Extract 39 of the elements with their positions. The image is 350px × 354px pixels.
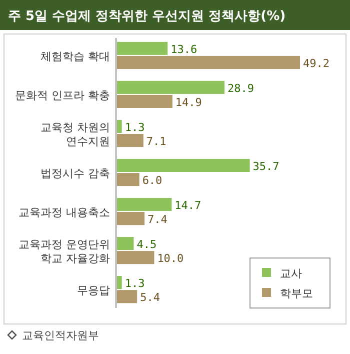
y-tick-label: 체험학습 확대 (40, 50, 110, 63)
legend-label: 교사 (280, 267, 302, 280)
bar (117, 290, 138, 304)
legend-label: 학부모 (280, 287, 313, 300)
bar (117, 198, 172, 212)
bar (117, 120, 122, 133)
data-label: 5.4 (140, 291, 160, 304)
data-label: 13.6 (170, 42, 198, 56)
data-label: 1.3 (124, 120, 145, 134)
data-label: 35.7 (252, 160, 280, 173)
y-tick-label: 교육청 차원의 연수지원 (40, 120, 110, 148)
y-tick-label: 문화적 인프라 확충 (15, 88, 110, 102)
data-label: 7.4 (148, 213, 168, 226)
bar (117, 158, 250, 172)
data-label: 14.9 (175, 96, 202, 109)
data-label: 49.2 (303, 56, 330, 70)
text: 교육인적자원부 (22, 329, 99, 342)
data-label: 7.1 (146, 135, 166, 148)
bar (117, 134, 144, 148)
y-tick-label: 교육과정 운영단위 학교 자율강화 (18, 238, 110, 266)
bar (117, 173, 140, 186)
data-label: 1.3 (124, 277, 145, 290)
bar (117, 212, 145, 226)
data-label: 14.7 (174, 198, 202, 212)
y-tick-label: 법정시수 감축 (40, 167, 110, 180)
bar (117, 236, 134, 250)
bar (117, 94, 172, 108)
data-label: 6.0 (142, 174, 162, 188)
bar (117, 80, 224, 94)
bar (117, 56, 300, 69)
bar (117, 276, 122, 290)
bar (117, 251, 154, 264)
y-tick-label: 교육과정 내용축소 (18, 206, 110, 220)
bar (117, 42, 168, 55)
data-label: 28.9 (227, 82, 254, 95)
data-label: 10.0 (157, 252, 184, 266)
y-tick-label: 무응답 (77, 284, 110, 298)
data-label: 4.5 (136, 238, 157, 252)
chart-title: 주 5일 수업제 정착위한 우선지원 정책사항(%) (8, 9, 286, 24)
